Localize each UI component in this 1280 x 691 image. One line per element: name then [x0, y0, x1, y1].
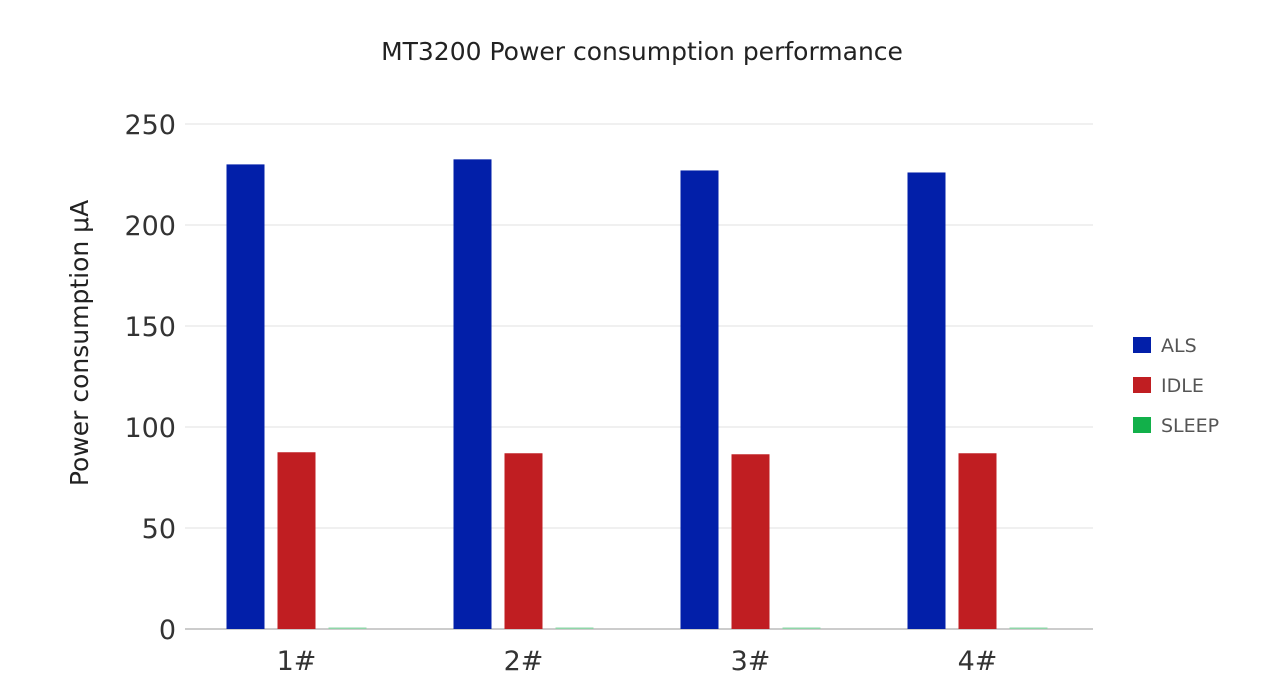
x-tick-label: 4# — [958, 646, 998, 677]
bar-als — [226, 164, 265, 629]
bar-als — [680, 170, 719, 629]
y-tick-label: 200 — [124, 211, 176, 242]
bar-sleep — [328, 627, 367, 629]
bar-idle — [958, 453, 997, 629]
legend-label: ALS — [1161, 335, 1197, 357]
x-tick-label: 1# — [277, 646, 317, 677]
y-tick-label: 250 — [124, 110, 176, 141]
y-axis-label: Power consumption μA — [65, 200, 94, 486]
y-tick-label: 150 — [124, 312, 176, 343]
bar-idle — [504, 453, 543, 629]
y-tick-label: 50 — [142, 514, 176, 545]
x-tick-label: 3# — [731, 646, 771, 677]
legend-swatch — [1133, 377, 1151, 393]
bar-sleep — [1009, 627, 1048, 629]
x-tick-label: 2# — [504, 646, 544, 677]
y-tick-label: 0 — [159, 615, 176, 646]
y-tick-label: 100 — [124, 413, 176, 444]
bar-als — [453, 159, 492, 629]
bar-sleep — [555, 627, 594, 629]
bar-idle — [277, 452, 316, 629]
bar-als — [907, 172, 946, 630]
legend-swatch — [1133, 337, 1151, 353]
legend-swatch — [1133, 417, 1151, 433]
bar-idle — [731, 454, 770, 629]
legend-label: SLEEP — [1161, 415, 1219, 437]
chart-title: MT3200 Power consumption performance — [381, 37, 903, 66]
bar-sleep — [782, 627, 821, 629]
legend-label: IDLE — [1161, 375, 1204, 397]
